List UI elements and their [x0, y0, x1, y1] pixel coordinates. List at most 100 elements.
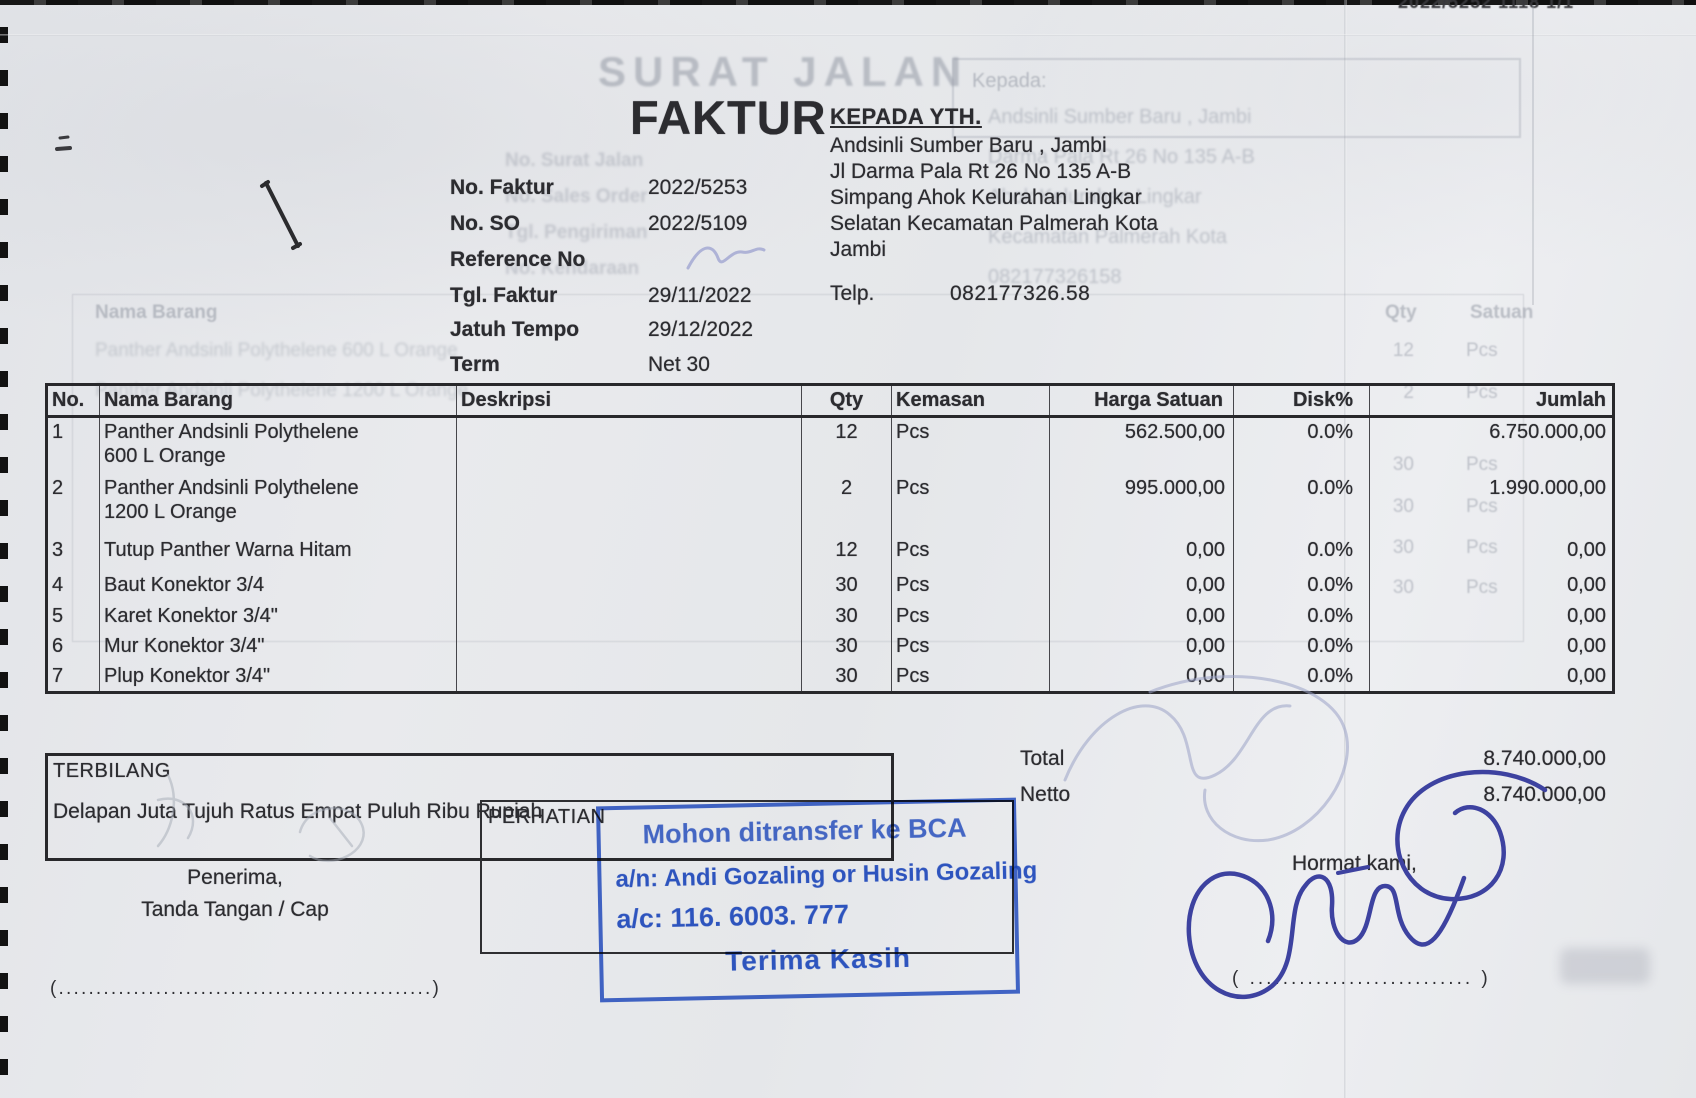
ghost-address-line: 082177326158 — [988, 266, 1122, 288]
cell-jumlah: 0,00 — [1369, 661, 1614, 693]
ghost-smudge — [1560, 948, 1650, 984]
item-name-line1: Panther Andsinli Polythelene — [104, 421, 359, 443]
cell-nama-barang: Baut Konektor 3/4 — [99, 570, 457, 602]
ghost-meta-label: No. Kendaraan — [505, 258, 640, 279]
cell-harga-satuan: 562.500,00 — [1049, 416, 1234, 474]
cell-no: 6 — [52, 634, 64, 657]
cell-deskripsi — [456, 416, 802, 474]
ghost-address-line: Andsinli Sumber Baru , Jambi — [988, 106, 1252, 128]
telp-label: Telp. — [830, 282, 875, 305]
cell-qty: 30 — [801, 661, 892, 693]
cell-disk: 0.0% — [1233, 473, 1370, 536]
meta-label-no-so: No. SO — [450, 212, 521, 235]
stamp-thanks-line: Terima Kasih — [724, 941, 912, 977]
meta-label-no-faktur: No. Faktur — [450, 176, 554, 199]
ghost-meta-label: No. Sales Order — [505, 186, 648, 207]
item-name-line2: 1200 L Orange — [104, 500, 237, 523]
meta-label-reference-no: Reference No — [450, 248, 586, 271]
column-header-kemasan: Kemasan — [891, 384, 1050, 418]
recipient-address-line: Jl Darma Pala Rt 26 No 135 A-B — [830, 160, 1132, 183]
column-header-no: No. — [46, 384, 100, 418]
recipient-address-line: Jambi — [830, 238, 887, 261]
meta-value-tgl-faktur: 29/11/2022 — [648, 284, 752, 307]
cell-nama-barang: Panther Andsinli Polythelene 600 L Orang… — [99, 416, 457, 474]
terbilang-box — [45, 753, 894, 861]
total-label: Total — [1020, 747, 1065, 770]
table-row: 7 Plup Konektor 3/4" 30 Pcs 0,00 0.0% 0,… — [47, 661, 1614, 693]
cell-kemasan: Pcs — [891, 631, 1050, 662]
cell-jumlah: 6.750.000,00 — [1369, 416, 1614, 474]
cell-harga-satuan: 0,00 — [1049, 601, 1234, 632]
cell-kemasan: Pcs — [891, 570, 1050, 602]
cell-disk: 0.0% — [1233, 661, 1370, 693]
table-header-row: No. Nama Barang Deskripsi Qty Kemasan Ha… — [46, 384, 1614, 418]
cell-no: 1 — [52, 421, 64, 443]
cell-deskripsi — [456, 601, 802, 632]
ghost-qty: 12 — [1392, 340, 1414, 361]
total-value: 8.740.000,00 — [1483, 747, 1606, 770]
meta-value-term: Net 30 — [648, 353, 710, 376]
cell-harga-satuan: 0,00 — [1049, 535, 1234, 571]
cell-jumlah: 0,00 — [1369, 570, 1614, 602]
staple-mark — [260, 180, 302, 250]
cell-nama-barang: Plup Konektor 3/4" — [99, 661, 457, 693]
column-header-deskripsi: Deskripsi — [456, 384, 802, 418]
cell-disk: 0.0% — [1233, 416, 1370, 474]
cell-qty: 2 — [801, 473, 892, 536]
perhatian-box — [480, 800, 1014, 954]
cell-disk: 0.0% — [1233, 601, 1370, 632]
hormat-kami-label: Hormat kami, — [1292, 852, 1417, 875]
penerima-label: Penerima, — [187, 866, 283, 889]
cell-qty: 12 — [801, 535, 892, 571]
column-header-disk: Disk% — [1233, 384, 1370, 418]
meta-value-no-faktur: 2022/5253 — [648, 176, 748, 199]
signature-dotted-line-right: ( ........................... ) — [1232, 968, 1491, 989]
cell-jumlah: 0,00 — [1369, 631, 1614, 662]
meta-value-no-so: 2022/5109 — [648, 212, 748, 235]
ghost-address-line: Ahok Kelurahan Lingkar — [988, 186, 1202, 208]
table-row: 2 Panther Andsinli Polythelene 1200 L Or… — [47, 473, 1614, 536]
cell-deskripsi — [456, 535, 802, 571]
cell-jumlah: 1.990.000,00 — [1369, 473, 1614, 536]
ghost-column-header: Qty — [1385, 302, 1417, 323]
cell-no: 7 — [52, 664, 64, 687]
table-row: 4 Baut Konektor 3/4 30 Pcs 0,00 0.0% 0,0… — [47, 570, 1614, 602]
ghost-column-header: Satuan — [1470, 302, 1534, 323]
column-header-nama-barang: Nama Barang — [99, 384, 457, 418]
cell-qty: 30 — [801, 570, 892, 602]
cell-no: 2 — [52, 476, 64, 499]
signature-dotted-line-left: (.......................................… — [50, 978, 441, 999]
torn-paper-top-edge — [0, 0, 1696, 5]
column-header-jumlah: Jumlah — [1369, 384, 1614, 418]
cell-jumlah: 0,00 — [1369, 601, 1614, 632]
recipient-address-line: Simpang Ahok Kelurahan Lingkar — [830, 186, 1142, 209]
cell-jumlah: 0,00 — [1369, 535, 1614, 571]
cell-nama-barang: Karet Konektor 3/4" — [99, 601, 457, 632]
ghost-signature — [1063, 675, 1349, 843]
stamp-transfer-line: Mohon ditransfer ke BCA — [642, 812, 967, 850]
cell-harga-satuan: 995.000,00 — [1049, 473, 1234, 536]
cell-kemasan: Pcs — [891, 661, 1050, 693]
ghost-blue-scribble — [686, 246, 766, 270]
tractor-feed-perforation-edge — [0, 0, 8, 1098]
paper-crease-horizontal — [0, 34, 1696, 36]
cell-kemasan: Pcs — [891, 601, 1050, 632]
cell-qty: 30 — [801, 601, 892, 632]
corner-print-code: 2022/5252 1118 1/1 — [1398, 0, 1575, 12]
ghost-address-line: Darma Pala Rt 26 No 135 A-B — [988, 146, 1255, 168]
cell-deskripsi — [456, 570, 802, 602]
column-header-qty: Qty — [801, 384, 892, 418]
cell-deskripsi — [456, 473, 802, 536]
meta-label-jatuh-tempo: Jatuh Tempo — [450, 318, 580, 341]
cell-deskripsi — [456, 661, 802, 693]
ink-dash-mark — [55, 135, 72, 151]
cell-nama-barang: Panther Andsinli Polythelene 1200 L Oran… — [99, 473, 457, 536]
cell-disk: 0.0% — [1233, 535, 1370, 571]
cell-nama-barang: Mur Konektor 3/4" — [99, 631, 457, 662]
cell-disk: 0.0% — [1233, 631, 1370, 662]
cell-kemasan: Pcs — [891, 473, 1050, 536]
ghost-meta-label: No. Surat Jalan — [505, 150, 644, 171]
netto-label: Netto — [1020, 783, 1071, 806]
cell-harga-satuan: 0,00 — [1049, 661, 1234, 693]
